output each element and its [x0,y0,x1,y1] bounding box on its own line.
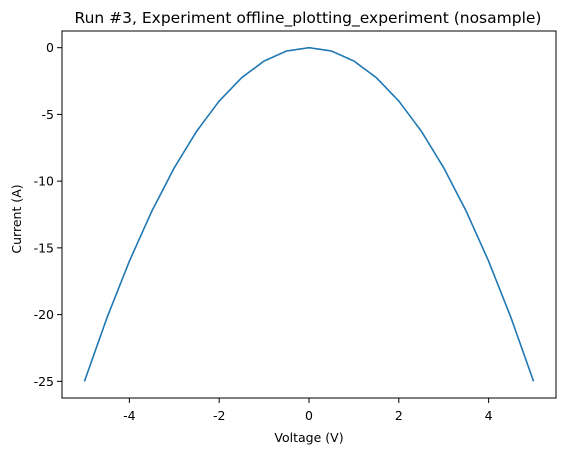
x-tick-label: -2 [213,408,225,423]
x-tick-label: -4 [123,408,136,423]
y-tick-label: -25 [34,374,54,389]
y-tick-label: -20 [34,307,54,322]
x-tick-label: 4 [485,408,493,423]
y-tick-label: -15 [34,240,54,255]
y-axis-ticks: 0 -5 -10 -15 -20 -25 [34,40,62,389]
plot-frame [61,30,557,399]
y-axis-label: Current (A) [9,184,24,253]
x-axis-ticks: -4 -2 0 2 4 [123,398,493,423]
y-tick-label: 0 [46,40,54,55]
plot-area [83,46,535,382]
y-tick-label: -5 [42,107,54,122]
y-tick-label: -10 [34,174,54,189]
x-tick-label: 2 [395,408,403,423]
series-line-0 [83,46,535,382]
x-axis-label: Voltage (V) [274,430,343,445]
x-tick-label: 0 [305,408,313,423]
chart-title: Run #3, Experiment offline_plotting_expe… [75,9,542,28]
